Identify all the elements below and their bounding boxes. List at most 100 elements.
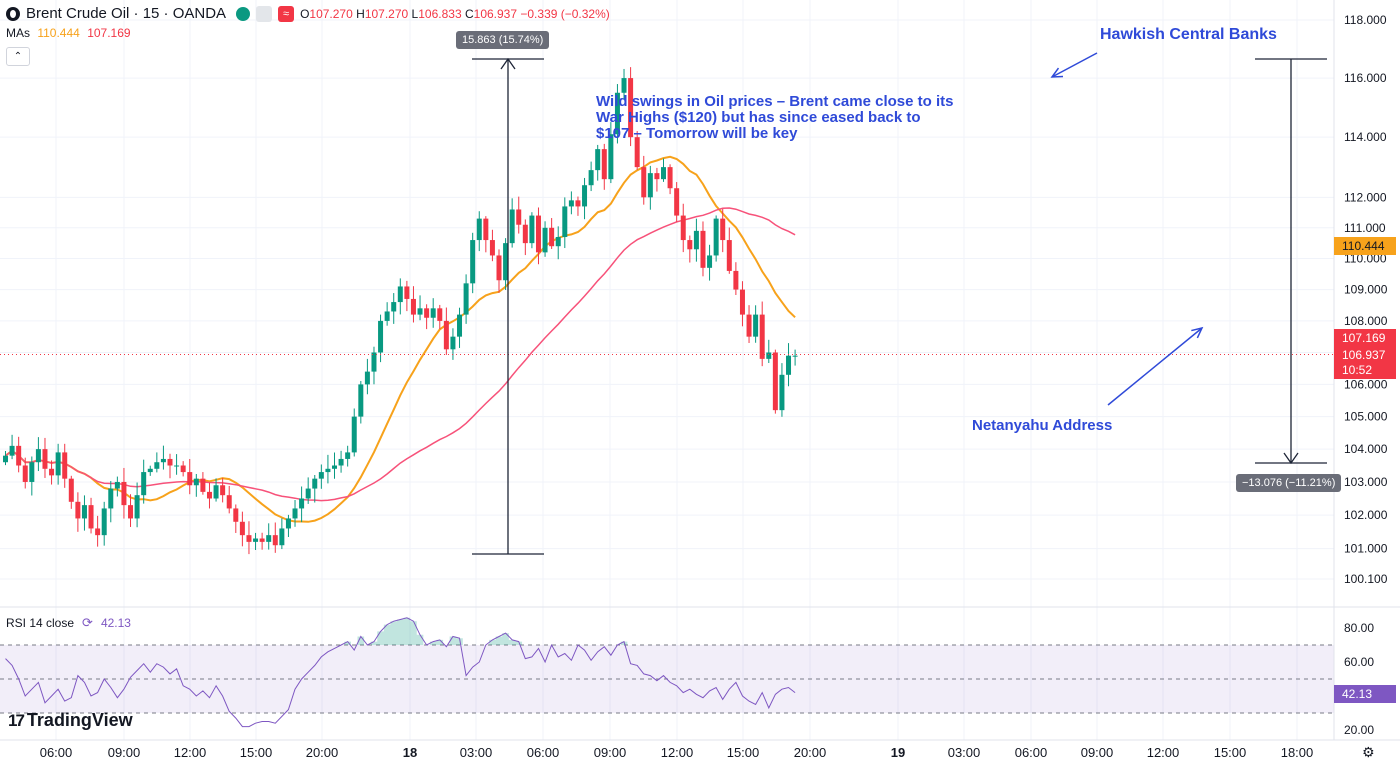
rsi-legend[interactable]: RSI 14 close ⟳ 42.13 (6, 615, 131, 630)
candle-body (180, 465, 186, 473)
candle (582, 177, 588, 220)
candle-body (483, 218, 489, 241)
arrow-shaft (1107, 327, 1203, 406)
candle (279, 518, 285, 550)
candle-body (410, 298, 416, 315)
candle-body (299, 498, 305, 509)
x-tick-label: 18 (403, 745, 417, 760)
measure-label-up: 15.863 (15.74%) (456, 31, 550, 49)
candle (726, 227, 732, 274)
rsi-y-tick-label: 80.00 (1344, 621, 1374, 635)
candle-body (345, 452, 351, 459)
ma-legend[interactable]: MAs 110.444 107.169 (6, 26, 131, 40)
candle-body (95, 528, 101, 536)
chart-settings-icon[interactable]: ≈ (278, 5, 295, 22)
candle (792, 349, 798, 366)
candle (95, 515, 101, 547)
candle-body (16, 445, 22, 466)
rsi-line (5, 617, 796, 728)
candle (292, 500, 298, 527)
candle-body (549, 227, 555, 247)
candle (114, 476, 120, 497)
candle (391, 293, 397, 324)
candle (693, 218, 699, 262)
candle-body (42, 449, 48, 469)
candle (35, 437, 41, 472)
candle-body (582, 185, 588, 207)
candle (180, 461, 186, 477)
candle-body (81, 505, 87, 519)
x-tick-label: 12:00 (661, 745, 694, 760)
y-tick-label: 116.000 (1344, 71, 1387, 85)
candle-body (450, 336, 456, 350)
axis-settings-icon[interactable]: ⚙ (1362, 744, 1375, 760)
candle-body (371, 352, 377, 372)
candle-body (3, 455, 8, 463)
candle (601, 143, 607, 190)
candle-body (634, 137, 640, 168)
candle (62, 443, 68, 488)
y-tick-label: 114.000 (1344, 130, 1387, 144)
candle-body (68, 478, 74, 502)
candle-body (233, 508, 239, 522)
chart-header: Brent Crude Oil · 15 · OANDA ≈ O107.270 … (6, 5, 610, 22)
symbol-title[interactable]: Brent Crude Oil · 15 · OANDA (26, 5, 227, 22)
candle-body (55, 452, 61, 476)
candle-body (601, 149, 607, 180)
candle-body (529, 215, 535, 244)
candle (364, 358, 370, 395)
candle (160, 445, 166, 470)
tradingview-mark-icon: 17 (8, 710, 25, 730)
collapse-legend-button[interactable]: ⌃ (6, 47, 30, 66)
candle (522, 219, 528, 256)
candle-body (384, 311, 390, 321)
candle (81, 495, 87, 531)
candle-body (424, 308, 430, 318)
arrow-head (1191, 326, 1204, 339)
annotation-hawkish: Hawkish Central Banks (1100, 26, 1277, 43)
y-tick-label: 108.000 (1344, 314, 1388, 328)
candle-body (259, 538, 265, 542)
candle-body (516, 209, 522, 225)
candle (22, 457, 28, 489)
ohlc-values: O107.270 H107.270 L106.833 C106.937 −0.3… (300, 6, 610, 21)
candle (410, 286, 416, 323)
candle (42, 437, 48, 478)
candle-body (114, 481, 120, 489)
candle (739, 281, 745, 327)
candle-body (753, 314, 759, 337)
rsi-overbought-fill (344, 617, 628, 645)
candle-body (443, 320, 449, 350)
candle-body (88, 505, 94, 529)
candle-body (253, 538, 259, 542)
candle-body (792, 355, 798, 357)
candle (49, 460, 55, 485)
candle (766, 339, 772, 364)
candle (430, 298, 436, 328)
candle-body (325, 468, 331, 473)
candle (174, 454, 180, 475)
candle-body (733, 270, 739, 290)
candle-body (121, 481, 127, 506)
candle (476, 211, 482, 252)
candle (325, 454, 331, 484)
y-tick-label: 106.000 (1344, 377, 1388, 391)
indicator-toggle-icon[interactable] (256, 5, 273, 22)
candle-body (628, 78, 634, 138)
tradingview-logo[interactable]: 17 TradingView (8, 710, 133, 730)
y-tick-label: 100.100 (1344, 572, 1388, 586)
candle (542, 221, 548, 257)
x-tick-label: 09:00 (108, 745, 141, 760)
x-tick-label: 20:00 (306, 745, 339, 760)
candle-body (220, 485, 226, 496)
y-tick-label: 109.000 (1344, 283, 1388, 297)
candle-body (279, 528, 285, 546)
candle-body (595, 149, 601, 171)
symbol-logo-icon (6, 6, 20, 21)
candle (575, 196, 581, 216)
candle (220, 477, 226, 503)
candle-body (726, 240, 732, 271)
candle (358, 380, 364, 424)
candle (496, 249, 502, 293)
y-tick-label: 104.000 (1344, 442, 1388, 456)
